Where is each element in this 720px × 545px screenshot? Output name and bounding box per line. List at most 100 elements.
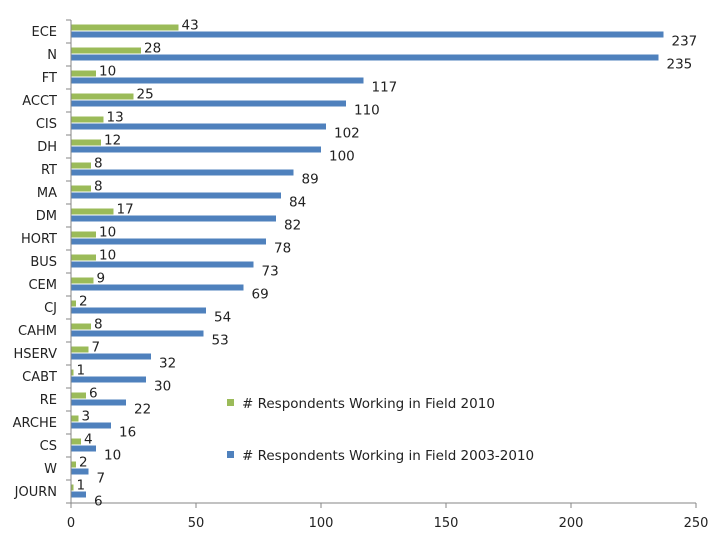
bar-2003-2010-cabt (71, 376, 146, 383)
data-label-2010-journ: 1 (77, 478, 86, 494)
data-label-2003-2010-cahm: 53 (212, 333, 229, 349)
data-label-2003-2010-dh: 100 (329, 149, 355, 165)
bar-2010-hserv (71, 346, 89, 353)
bar-2010-cs (71, 438, 81, 445)
category-label-cj: CJ (44, 301, 57, 316)
category-label-arche: ARCHE (13, 416, 57, 431)
data-label-2010-ma: 8 (94, 179, 103, 195)
bar-2003-2010-ft (71, 77, 364, 84)
data-label-2003-2010-ece: 237 (672, 34, 698, 50)
data-label-2003-2010-dm: 82 (284, 218, 301, 234)
data-label-2003-2010-hort: 78 (274, 241, 291, 257)
data-label-2010-rt: 8 (94, 156, 103, 172)
legend: # Respondents Working in Field 2010 # Res… (227, 396, 534, 464)
data-label-2010-n: 28 (144, 41, 161, 57)
legend-label-2010: # Respondents Working in Field 2010 (242, 396, 495, 412)
bar-2003-2010-n (71, 54, 659, 61)
bar-2010-dh (71, 139, 101, 146)
bar-2010-rt (71, 162, 91, 169)
x-tick-label-100: 100 (309, 516, 334, 531)
data-label-2003-2010-re: 22 (134, 402, 151, 418)
data-label-2003-2010-w: 7 (97, 471, 106, 487)
category-label-n: N (47, 48, 57, 63)
data-label-2003-2010-ma: 84 (289, 195, 306, 211)
category-label-cahm: CAHM (18, 324, 57, 339)
data-label-2010-dh: 12 (104, 133, 121, 149)
bar-2003-2010-hserv (71, 353, 151, 360)
legend-swatch-2003-2010 (227, 451, 234, 458)
data-label-2010-dm: 17 (117, 202, 134, 218)
bar-2003-2010-rt (71, 169, 294, 176)
data-label-2003-2010-bus: 73 (262, 264, 279, 280)
axis-layer (66, 19, 697, 508)
data-label-2010-ece: 43 (182, 18, 199, 34)
bar-2003-2010-acct (71, 100, 346, 107)
bar-2010-re (71, 392, 86, 399)
x-tick-label-250: 250 (684, 516, 709, 531)
bar-2010-dm (71, 208, 114, 215)
data-label-2010-re: 6 (89, 386, 98, 402)
category-label-journ: JOURN (14, 485, 57, 500)
bar-2003-2010-cs (71, 445, 96, 452)
bar-2010-w (71, 461, 76, 468)
category-label-dm: DM (36, 209, 57, 224)
data-label-2003-2010-hserv: 32 (159, 356, 176, 372)
bar-2003-2010-w (71, 468, 89, 475)
category-label-dh: DH (37, 140, 57, 155)
bar-2010-hort (71, 231, 96, 238)
bar-2003-2010-journ (71, 491, 86, 498)
bar-2010-ma (71, 185, 91, 192)
data-label-2003-2010-ft: 117 (372, 80, 398, 96)
data-label-2003-2010-journ: 6 (94, 494, 103, 510)
legend-label-2003-2010: # Respondents Working in Field 2003-2010 (242, 448, 534, 464)
data-label-2003-2010-cis: 102 (334, 126, 360, 142)
bar-2003-2010-cem (71, 284, 244, 291)
data-label-2010-arche: 3 (82, 409, 91, 425)
category-label-hserv: HSERV (14, 347, 58, 362)
data-label-2010-hserv: 7 (92, 340, 101, 356)
bar-2003-2010-hort (71, 238, 266, 245)
category-label-bus: BUS (30, 255, 57, 270)
data-label-2010-bus: 10 (99, 248, 116, 264)
bars-layer (71, 24, 664, 498)
legend-swatch-2010 (227, 399, 234, 406)
bar-2010-cahm (71, 323, 91, 330)
bar-2010-bus (71, 254, 96, 261)
data-label-2010-cem: 9 (97, 271, 106, 287)
data-label-2010-hort: 10 (99, 225, 116, 241)
bar-2010-arche (71, 415, 79, 422)
bar-2003-2010-dh (71, 146, 321, 153)
category-label-rt: RT (41, 163, 57, 178)
category-label-cabt: CABT (22, 370, 57, 385)
bar-2003-2010-dm (71, 215, 276, 222)
data-label-2003-2010-cs: 10 (104, 448, 121, 464)
data-label-2003-2010-n: 235 (667, 57, 693, 73)
category-label-cis: CIS (36, 117, 57, 132)
labels-layer: 43237ECE28235N10117FT25110ACCT13102CIS12… (13, 18, 709, 532)
category-label-re: RE (40, 393, 57, 408)
data-label-2003-2010-acct: 110 (354, 103, 380, 119)
data-label-2010-cabt: 1 (77, 363, 86, 379)
data-label-2003-2010-cj: 54 (214, 310, 231, 326)
data-label-2010-cs: 4 (84, 432, 93, 448)
bar-2003-2010-bus (71, 261, 254, 268)
data-label-2010-w: 2 (79, 455, 88, 471)
data-label-2010-cj: 2 (79, 294, 88, 310)
category-label-ft: FT (42, 71, 57, 86)
bar-2010-n (71, 47, 141, 54)
bar-2003-2010-re (71, 399, 126, 406)
data-label-2003-2010-rt: 89 (302, 172, 319, 188)
data-label-2010-cahm: 8 (94, 317, 103, 333)
category-label-acct: ACCT (22, 94, 57, 109)
bar-2003-2010-cj (71, 307, 206, 314)
data-label-2010-cis: 13 (107, 110, 124, 126)
bar-2003-2010-ece (71, 31, 664, 38)
data-label-2003-2010-cem: 69 (252, 287, 269, 303)
category-label-ma: MA (37, 186, 57, 201)
x-tick-label-50: 50 (188, 516, 205, 531)
category-label-w: W (44, 462, 57, 477)
data-label-2010-ft: 10 (99, 64, 116, 80)
bar-2010-cabt (71, 369, 74, 376)
bar-2010-acct (71, 93, 134, 100)
